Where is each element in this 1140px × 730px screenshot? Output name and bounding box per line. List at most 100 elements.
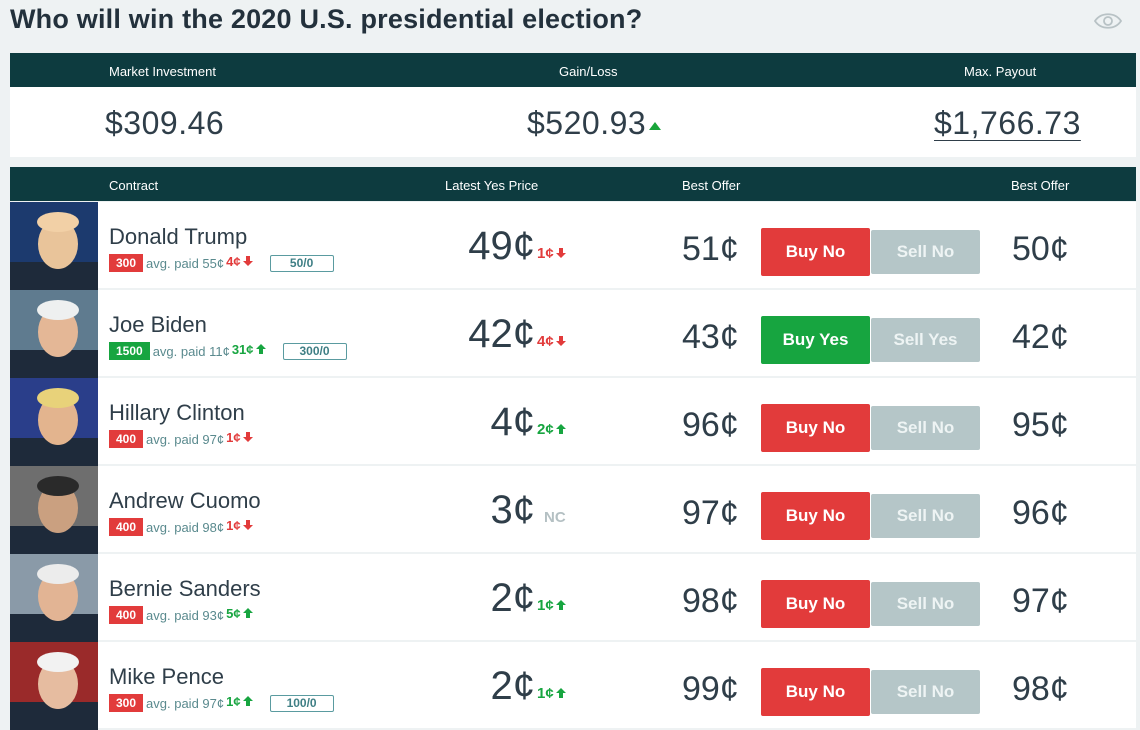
contract-name[interactable]: Mike Pence: [109, 664, 224, 689]
header-latest-yes-price: Latest Yes Price: [445, 178, 539, 193]
position-summary: 300 avg. paid 97¢ 1¢ 100/0: [109, 694, 334, 712]
avg-paid: avg. paid 11¢: [152, 343, 230, 359]
best-offer: 97¢: [682, 494, 739, 532]
shares-badge: 400: [109, 430, 144, 448]
position-summary: 400 avg. paid 98¢ 1¢: [109, 518, 254, 536]
buy-no-button[interactable]: Buy No: [761, 492, 870, 540]
arrow-up-icon: [554, 685, 567, 702]
latest-yes-price: 49¢: [468, 224, 535, 268]
candidate-photo: [10, 642, 98, 730]
summary-header: Market Investment Gain/Loss Max. Payout: [10, 53, 1136, 87]
shares-badge: 300: [109, 694, 144, 712]
arrow-up-icon: [241, 606, 254, 621]
contract-row: Andrew Cuomo 400 avg. paid 98¢ 1¢ 3¢ NC 97¢ Buy…: [10, 466, 1136, 554]
price-change: NC: [544, 509, 566, 526]
candidate-photo: [10, 378, 98, 466]
avg-paid: avg. paid 55¢: [146, 255, 225, 271]
best-offer: 98¢: [682, 582, 739, 620]
arrow-up-icon: [649, 121, 662, 130]
best-offer-sell: 42¢: [1012, 318, 1069, 356]
market-investment-value: $309.46: [105, 105, 225, 141]
price-change-value: 4¢: [537, 333, 554, 350]
contract-row: Hillary Clinton 400 avg. paid 97¢ 1¢ 4¢ 2¢ 96¢…: [10, 378, 1136, 466]
avg-change: 1¢: [226, 518, 241, 534]
sell-no-button[interactable]: Sell No: [871, 494, 980, 538]
contract-row: Mike Pence 300 avg. paid 97¢ 1¢ 100/0 2¢ 1¢ 99¢…: [10, 642, 1136, 730]
latest-yes-price: 3¢: [490, 488, 536, 532]
candidate-photo: [10, 202, 98, 290]
open-orders-badge[interactable]: 100/0: [269, 694, 334, 712]
buy-no-button[interactable]: Buy No: [761, 404, 870, 452]
open-orders-badge[interactable]: 50/0: [269, 254, 334, 272]
contract-name[interactable]: Bernie Sanders: [109, 576, 261, 601]
contract-name[interactable]: Joe Biden: [109, 312, 207, 337]
contract-name[interactable]: Hillary Clinton: [109, 400, 245, 425]
latest-yes-price: 2¢: [490, 664, 536, 708]
arrow-up-icon: [554, 597, 567, 614]
arrow-up-icon: [554, 421, 567, 438]
best-offer: 99¢: [682, 670, 739, 708]
sell-no-button[interactable]: Sell No: [871, 670, 980, 714]
position-summary: 400 avg. paid 93¢ 5¢: [109, 606, 254, 624]
sell-no-button[interactable]: Sell No: [871, 582, 980, 626]
header-market-investment: Market Investment: [109, 64, 216, 79]
avg-change: 31¢: [231, 342, 254, 358]
arrow-down-icon: [241, 430, 254, 445]
avg-change: 1¢: [226, 694, 241, 710]
avg-change: 1¢: [226, 430, 241, 446]
summary-values: $309.46 $520.93 $1,766.73: [10, 87, 1136, 157]
best-offer: 51¢: [682, 230, 739, 268]
avg-paid: avg. paid 93¢: [146, 607, 225, 623]
candidate-photo: [10, 554, 98, 642]
header-best-offer: Best Offer: [682, 178, 741, 193]
candidate-photo: [10, 466, 98, 554]
contract-row: Bernie Sanders 400 avg. paid 93¢ 5¢ 2¢ 1¢ 98¢ B…: [10, 554, 1136, 642]
price-change-value: 1¢: [537, 597, 554, 614]
avg-change: 4¢: [226, 254, 241, 270]
arrow-up-icon: [254, 342, 267, 357]
buy-no-button[interactable]: Buy No: [761, 668, 870, 716]
contract-row: Joe Biden 1500 avg. paid 11¢ 31¢ 300/0 42¢ 4¢ 4…: [10, 290, 1136, 378]
arrow-down-icon: [241, 254, 254, 269]
shares-badge: 1500: [109, 342, 150, 360]
eye-icon[interactable]: [1093, 10, 1123, 32]
shares-badge: 400: [109, 518, 144, 536]
gain-loss-value: $520.93: [527, 105, 647, 141]
price-change: 1¢: [537, 245, 567, 262]
best-offer: 96¢: [682, 406, 739, 444]
candidate-photo: [10, 290, 98, 378]
best-offer-sell: 50¢: [1012, 230, 1069, 268]
position-summary: 300 avg. paid 55¢ 4¢ 50/0: [109, 254, 334, 272]
arrow-up-icon: [241, 694, 254, 709]
open-orders-badge[interactable]: 300/0: [282, 342, 347, 360]
contract-name[interactable]: Donald Trump: [109, 224, 248, 249]
position-summary: 1500 avg. paid 11¢ 31¢ 300/0: [109, 342, 347, 360]
latest-yes-price: 4¢: [490, 400, 536, 444]
avg-paid: avg. paid 98¢: [146, 519, 225, 535]
sell-no-button[interactable]: Sell No: [871, 230, 980, 274]
buy-yes-button[interactable]: Buy Yes: [761, 316, 870, 364]
best-offer-sell: 95¢: [1012, 406, 1069, 444]
header-gain-loss: Gain/Loss: [559, 64, 618, 79]
shares-badge: 300: [109, 254, 144, 272]
best-offer-sell: 96¢: [1012, 494, 1069, 532]
page-title: Who will win the 2020 U.S. presidential …: [10, 4, 643, 34]
avg-change: 5¢: [226, 606, 241, 622]
contract-name[interactable]: Andrew Cuomo: [109, 488, 261, 513]
price-change-value: NC: [544, 509, 566, 526]
avg-paid: avg. paid 97¢: [146, 695, 225, 711]
sell-no-button[interactable]: Sell No: [871, 406, 980, 450]
contracts-header: Contract Latest Yes Price Best Offer Bes…: [10, 167, 1136, 201]
sell-yes-button[interactable]: Sell Yes: [871, 318, 980, 362]
max-payout-link[interactable]: $1,766.73: [934, 105, 1081, 141]
price-change-value: 1¢: [537, 685, 554, 702]
buy-no-button[interactable]: Buy No: [761, 580, 870, 628]
latest-yes-price: 2¢: [490, 576, 536, 620]
latest-yes-price: 42¢: [468, 312, 535, 356]
best-offer-sell: 97¢: [1012, 582, 1069, 620]
avg-paid: avg. paid 97¢: [146, 431, 225, 447]
price-change: 4¢: [537, 333, 567, 350]
position-summary: 400 avg. paid 97¢ 1¢: [109, 430, 254, 448]
contract-row: Donald Trump 300 avg. paid 55¢ 4¢ 50/0 49¢ 1¢ 5…: [10, 202, 1136, 290]
buy-no-button[interactable]: Buy No: [761, 228, 870, 276]
